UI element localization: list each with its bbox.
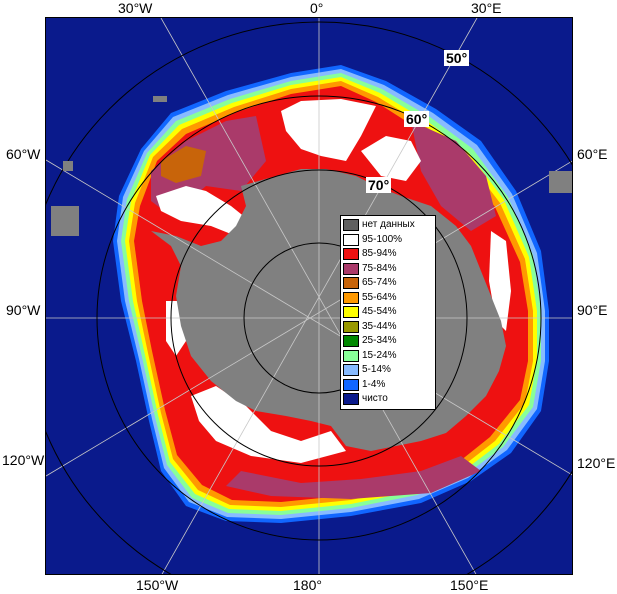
legend-swatch xyxy=(343,306,359,319)
ice-95-100-weddell xyxy=(156,186,256,236)
legend-row: 65-74% xyxy=(343,276,433,291)
legend-swatch xyxy=(343,378,359,391)
lon-label-30e: 30°E xyxy=(471,0,502,16)
ice-95-100-ross xyxy=(191,386,346,463)
sea-ice-concentration-map xyxy=(46,18,572,574)
legend-label: 15-24% xyxy=(362,349,397,361)
legend-swatch xyxy=(343,219,359,232)
legend-swatch xyxy=(343,291,359,304)
legend-swatch xyxy=(343,248,359,261)
lat-label-60: 60° xyxy=(404,111,430,127)
legend-label: 65-74% xyxy=(362,277,397,289)
legend-row: 35-44% xyxy=(343,320,433,335)
ice-95-100-north xyxy=(281,99,376,161)
island-left-small xyxy=(63,161,73,171)
legend-swatch xyxy=(343,349,359,362)
ice-patch-65-74 xyxy=(161,146,206,183)
legend-row: 55-64% xyxy=(343,291,433,306)
sea-ice-map: 50° 60° 70° xyxy=(45,17,573,575)
ice-patch-75-84-east xyxy=(411,121,496,231)
latitude-circles xyxy=(46,21,572,574)
ice-95-100-northeast xyxy=(361,136,421,181)
island-top xyxy=(153,96,167,102)
lon-label-180: 180° xyxy=(293,577,322,593)
legend-label: 5-14% xyxy=(362,364,391,376)
lat-label-70: 70° xyxy=(366,177,392,193)
legend-row: 85-94% xyxy=(343,247,433,262)
legend-label: нет данных xyxy=(362,219,415,231)
legend-swatch xyxy=(343,364,359,377)
legend-row: чисто xyxy=(343,392,433,407)
lon-label-150e: 150°E xyxy=(450,577,489,593)
lon-label-0: 0° xyxy=(310,0,324,16)
legend-swatch xyxy=(343,277,359,290)
lon-label-150w: 150°W xyxy=(136,577,179,593)
lon-label-60w: 60°W xyxy=(6,146,41,162)
legend-row: 1-4% xyxy=(343,378,433,393)
legend-row: 25-34% xyxy=(343,334,433,349)
lon-label-90w: 90°W xyxy=(6,302,41,318)
legend-label: чисто xyxy=(362,393,388,405)
legend-label: 25-34% xyxy=(362,335,397,347)
lon-label-120e: 120°E xyxy=(577,455,616,471)
lon-label-120w: 120°W xyxy=(2,452,45,468)
legend-row: 95-100% xyxy=(343,233,433,248)
lon-label-60e: 60°E xyxy=(577,146,608,162)
legend-swatch xyxy=(343,320,359,333)
island-right xyxy=(549,171,572,193)
legend-swatch xyxy=(343,233,359,246)
legend-label: 95-100% xyxy=(362,233,403,245)
legend-row: нет данных xyxy=(343,218,433,233)
legend-label: 35-44% xyxy=(362,320,397,332)
ice-patch-75-84-south xyxy=(226,456,481,499)
legend-label: 1-4% xyxy=(362,378,386,390)
legend-row: 75-84% xyxy=(343,262,433,277)
legend-swatch xyxy=(343,262,359,275)
legend-row: 45-54% xyxy=(343,305,433,320)
legend-row: 15-24% xyxy=(343,349,433,364)
legend-label: 55-64% xyxy=(362,291,397,303)
legend-label: 45-54% xyxy=(362,306,397,318)
legend-swatch xyxy=(343,393,359,406)
legend-label: 85-94% xyxy=(362,248,397,260)
island-left xyxy=(51,206,79,236)
legend-swatch xyxy=(343,335,359,348)
legend-row: 5-14% xyxy=(343,363,433,378)
lat-label-50: 50° xyxy=(444,50,470,66)
lon-label-90e: 90°E xyxy=(577,302,608,318)
lon-label-30w: 30°W xyxy=(118,0,153,16)
map-legend: нет данных 95-100% 85-94% 75-84% 65-74% 55-64… xyxy=(340,215,436,410)
legend-label: 75-84% xyxy=(362,262,397,274)
